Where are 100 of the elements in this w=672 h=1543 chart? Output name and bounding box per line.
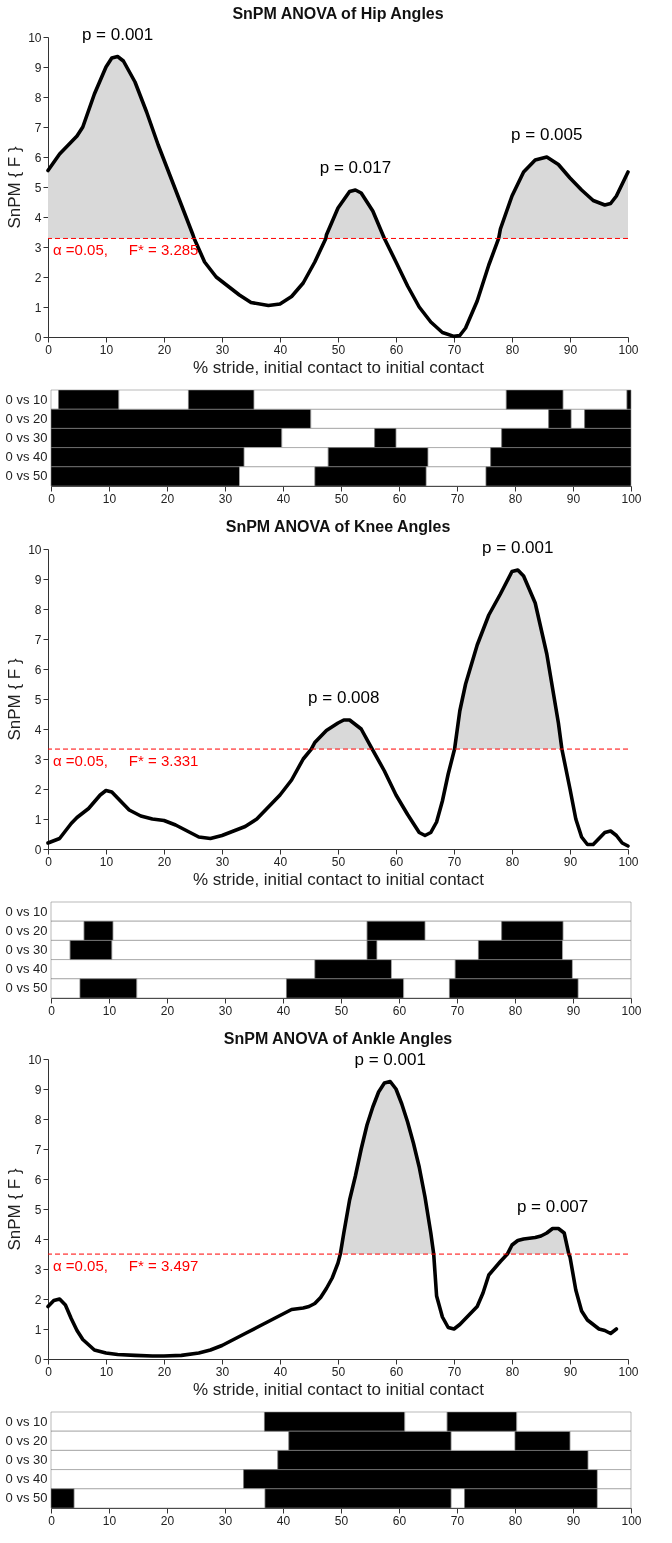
y-tick-label: 6: [34, 1172, 42, 1187]
y-tick-label: 0 vs 30: [5, 942, 48, 957]
y-tick-label: 4: [34, 1232, 42, 1247]
x-tick-label: 90: [566, 1003, 581, 1018]
y-tick-label: 0: [34, 842, 42, 857]
x-tick-label: 40: [276, 491, 291, 506]
x-tick-label: 60: [389, 1364, 404, 1379]
y-tick-label: 3: [34, 240, 42, 255]
y-tick-label: 0: [34, 330, 42, 345]
x-tick-label: 100: [621, 491, 642, 506]
x-tick-label: 70: [450, 491, 465, 506]
y-tick-label: 1: [34, 300, 42, 315]
x-tick-label: 50: [334, 491, 349, 506]
x-tick-label: 70: [450, 1513, 465, 1528]
x-tick-label: 100: [618, 854, 639, 869]
x-tick-label: 100: [618, 1364, 639, 1379]
y-tick-label: 0 vs 10: [5, 903, 48, 919]
y-tick-label: 6: [34, 662, 42, 677]
y-tick-label: 10: [28, 542, 42, 557]
y-tick-label: 9: [34, 60, 42, 75]
y-axis-title: SnPM { F }: [5, 1168, 25, 1251]
x-tick-label: 20: [157, 1364, 172, 1379]
x-tick-label: 70: [450, 1003, 465, 1018]
y-tick-label: 0 vs 30: [5, 430, 48, 445]
y-tick-label: 5: [34, 180, 42, 195]
y-tick-label: 0 vs 40: [5, 961, 48, 977]
x-tick-label: 90: [566, 1513, 581, 1528]
ref-line-label: α =0.05, F* = 3.497: [53, 1257, 199, 1275]
y-tick-label: 0 vs 20: [5, 1432, 48, 1448]
y-tick-label: 0 vs 40: [5, 449, 48, 465]
chart-title: SnPM ANOVA of Knee Angles: [225, 518, 451, 535]
x-axis-title: % stride, initial contact to initial contact: [192, 869, 485, 889]
y-tick-label: 7: [34, 120, 42, 135]
x-tick-label: 20: [160, 491, 175, 506]
x-tick-label: 10: [102, 1003, 117, 1018]
y-tick-label: 4: [34, 210, 42, 225]
x-tick-label: 80: [505, 854, 520, 869]
x-tick-label: 60: [389, 854, 404, 869]
x-tick-label: 20: [157, 854, 172, 869]
x-tick-label: 90: [566, 491, 581, 506]
x-tick-label: 90: [563, 854, 578, 869]
y-tick-label: 9: [34, 572, 42, 587]
x-tick-label: 10: [102, 491, 117, 506]
x-tick-label: 80: [508, 1003, 523, 1018]
x-tick-label: 10: [102, 1513, 117, 1528]
y-tick-label: 5: [34, 1202, 42, 1217]
y-tick-label: 0 vs 10: [5, 391, 48, 407]
x-tick-label: 70: [447, 1364, 462, 1379]
x-tick-label: 60: [389, 342, 404, 357]
y-tick-label: 6: [34, 150, 42, 165]
x-tick-label: 90: [563, 1364, 578, 1379]
x-tick-label: 90: [563, 342, 578, 357]
x-tick-label: 60: [392, 1513, 407, 1528]
x-tick-label: 40: [276, 1513, 291, 1528]
x-tick-label: 80: [505, 342, 520, 357]
y-tick-label: 1: [34, 812, 42, 827]
y-axis-title: SnPM { F }: [5, 146, 25, 229]
y-tick-label: 0 vs 50: [5, 980, 48, 996]
ref-line-label: α =0.05, F* = 3.331: [53, 752, 199, 770]
line-series: [46, 1079, 619, 1358]
x-tick-label: 60: [392, 1003, 407, 1018]
y-tick-label: 4: [34, 722, 42, 737]
x-tick-label: 80: [508, 1513, 523, 1528]
annotation: p = 0.008: [308, 688, 380, 707]
x-tick-label: 30: [218, 1513, 233, 1528]
y-tick-label: 5: [34, 692, 42, 707]
annotation: p = 0.017: [319, 158, 392, 177]
x-axis-title: % stride, initial contact to initial contact: [192, 357, 485, 377]
x-tick-label: 10: [99, 1364, 114, 1379]
annotation: p = 0.001: [354, 1049, 426, 1069]
x-tick-label: 30: [215, 1364, 230, 1379]
x-tick-label: 50: [331, 1364, 346, 1379]
y-tick-label: 0 vs 50: [5, 468, 48, 484]
x-tick-label: 40: [273, 1364, 288, 1379]
y-tick-label: 0 vs 10: [5, 1413, 48, 1429]
ref-line-label: α =0.05, F* = 3.285: [53, 241, 199, 259]
x-tick-label: 40: [273, 854, 288, 869]
x-tick-label: 30: [215, 854, 230, 869]
y-tick-label: 0: [34, 1352, 42, 1367]
x-tick-label: 30: [215, 342, 230, 357]
y-tick-label: 9: [34, 1082, 42, 1097]
y-tick-label: 8: [34, 90, 42, 105]
y-axis-title: SnPM { F }: [5, 658, 25, 741]
y-tick-label: 0 vs 20: [5, 922, 48, 938]
y-tick-label: 0 vs 30: [5, 1452, 48, 1467]
chart-title: SnPM ANOVA of Ankle Angles: [223, 1029, 453, 1047]
x-tick-label: 40: [273, 342, 288, 357]
y-tick-label: 10: [28, 1052, 42, 1067]
annotation: p = 0.001: [482, 538, 554, 557]
x-tick-label: 70: [447, 854, 462, 869]
x-tick-label: 40: [276, 1003, 291, 1018]
y-tick-label: 0 vs 40: [5, 1471, 48, 1487]
x-tick-label: 50: [331, 342, 346, 357]
y-tick-label: 2: [34, 1292, 42, 1307]
x-tick-label: 20: [160, 1003, 175, 1018]
y-tick-label: 1: [34, 1322, 42, 1337]
x-tick-label: 80: [505, 1364, 520, 1379]
x-tick-label: 30: [218, 1003, 233, 1018]
y-tick-label: 7: [34, 632, 42, 647]
y-tick-label: 3: [34, 1262, 42, 1277]
